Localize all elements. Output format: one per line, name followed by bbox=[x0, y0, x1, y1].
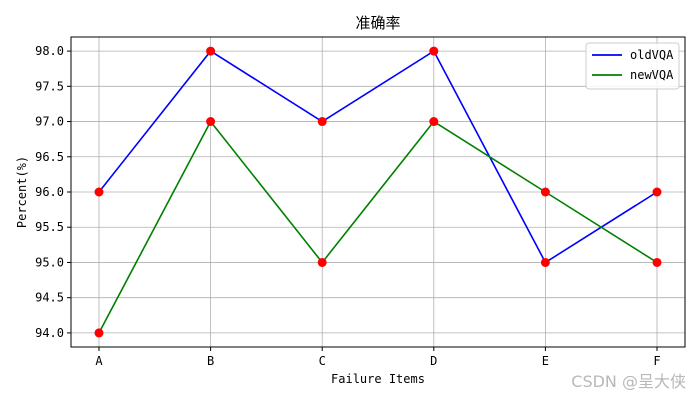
y-tick-label: 97.5 bbox=[35, 79, 64, 93]
y-tick-label: 96.0 bbox=[35, 185, 64, 199]
legend-label-newvqa: newVQA bbox=[630, 68, 674, 82]
watermark: CSDN @呈大侠 bbox=[571, 372, 686, 391]
series-line-oldvqa bbox=[98, 49, 658, 264]
data-point-newvqa-d bbox=[429, 117, 439, 127]
x-axis-ticks: A B C D E F bbox=[95, 347, 661, 368]
y-axis-label: Percent(%) bbox=[15, 156, 29, 228]
y-tick-label: 94.5 bbox=[35, 291, 64, 305]
data-point-oldvqa-c bbox=[317, 117, 327, 127]
x-tick-label-a: A bbox=[95, 354, 103, 368]
legend: oldVQA newVQA bbox=[585, 42, 680, 90]
y-tick-label: 96.5 bbox=[35, 150, 64, 164]
series-line-newvqa bbox=[98, 120, 658, 334]
data-point-newvqa-e bbox=[540, 187, 550, 197]
x-tick-label-b: B bbox=[207, 354, 214, 368]
x-tick-label-d: D bbox=[430, 354, 437, 368]
data-point-newvqa-b bbox=[206, 117, 216, 127]
data-point-oldvqa-a bbox=[94, 187, 104, 197]
data-markers bbox=[94, 46, 662, 338]
series-lines bbox=[98, 49, 658, 334]
data-point-newvqa-f bbox=[652, 257, 662, 267]
data-point-oldvqa-e bbox=[540, 257, 550, 267]
y-tick-label: 98.0 bbox=[35, 44, 64, 58]
data-point-oldvqa-d bbox=[429, 46, 439, 56]
y-tick-label: 94.0 bbox=[35, 326, 64, 340]
x-tick-label-c: C bbox=[319, 354, 326, 368]
y-tick-label: 97.0 bbox=[35, 115, 64, 129]
y-tick-label: 95.5 bbox=[35, 220, 64, 234]
y-axis-ticks: 94.0 94.5 95.0 95.5 96.0 96.5 97.0 97.5 98.0 bbox=[35, 44, 71, 340]
legend-label-oldvqa: oldVQA bbox=[630, 48, 674, 62]
data-point-oldvqa-f bbox=[652, 187, 662, 197]
x-tick-label-e: E bbox=[542, 354, 549, 368]
data-point-newvqa-a bbox=[94, 328, 104, 338]
y-tick-label: 95.0 bbox=[35, 255, 64, 269]
chart-title: 准确率 bbox=[355, 14, 400, 32]
x-tick-label-f: F bbox=[653, 354, 660, 368]
x-axis-label: Failure Items bbox=[331, 372, 425, 386]
plot-frame bbox=[70, 36, 686, 348]
data-point-oldvqa-b bbox=[206, 46, 216, 56]
data-point-newvqa-c bbox=[317, 257, 327, 267]
